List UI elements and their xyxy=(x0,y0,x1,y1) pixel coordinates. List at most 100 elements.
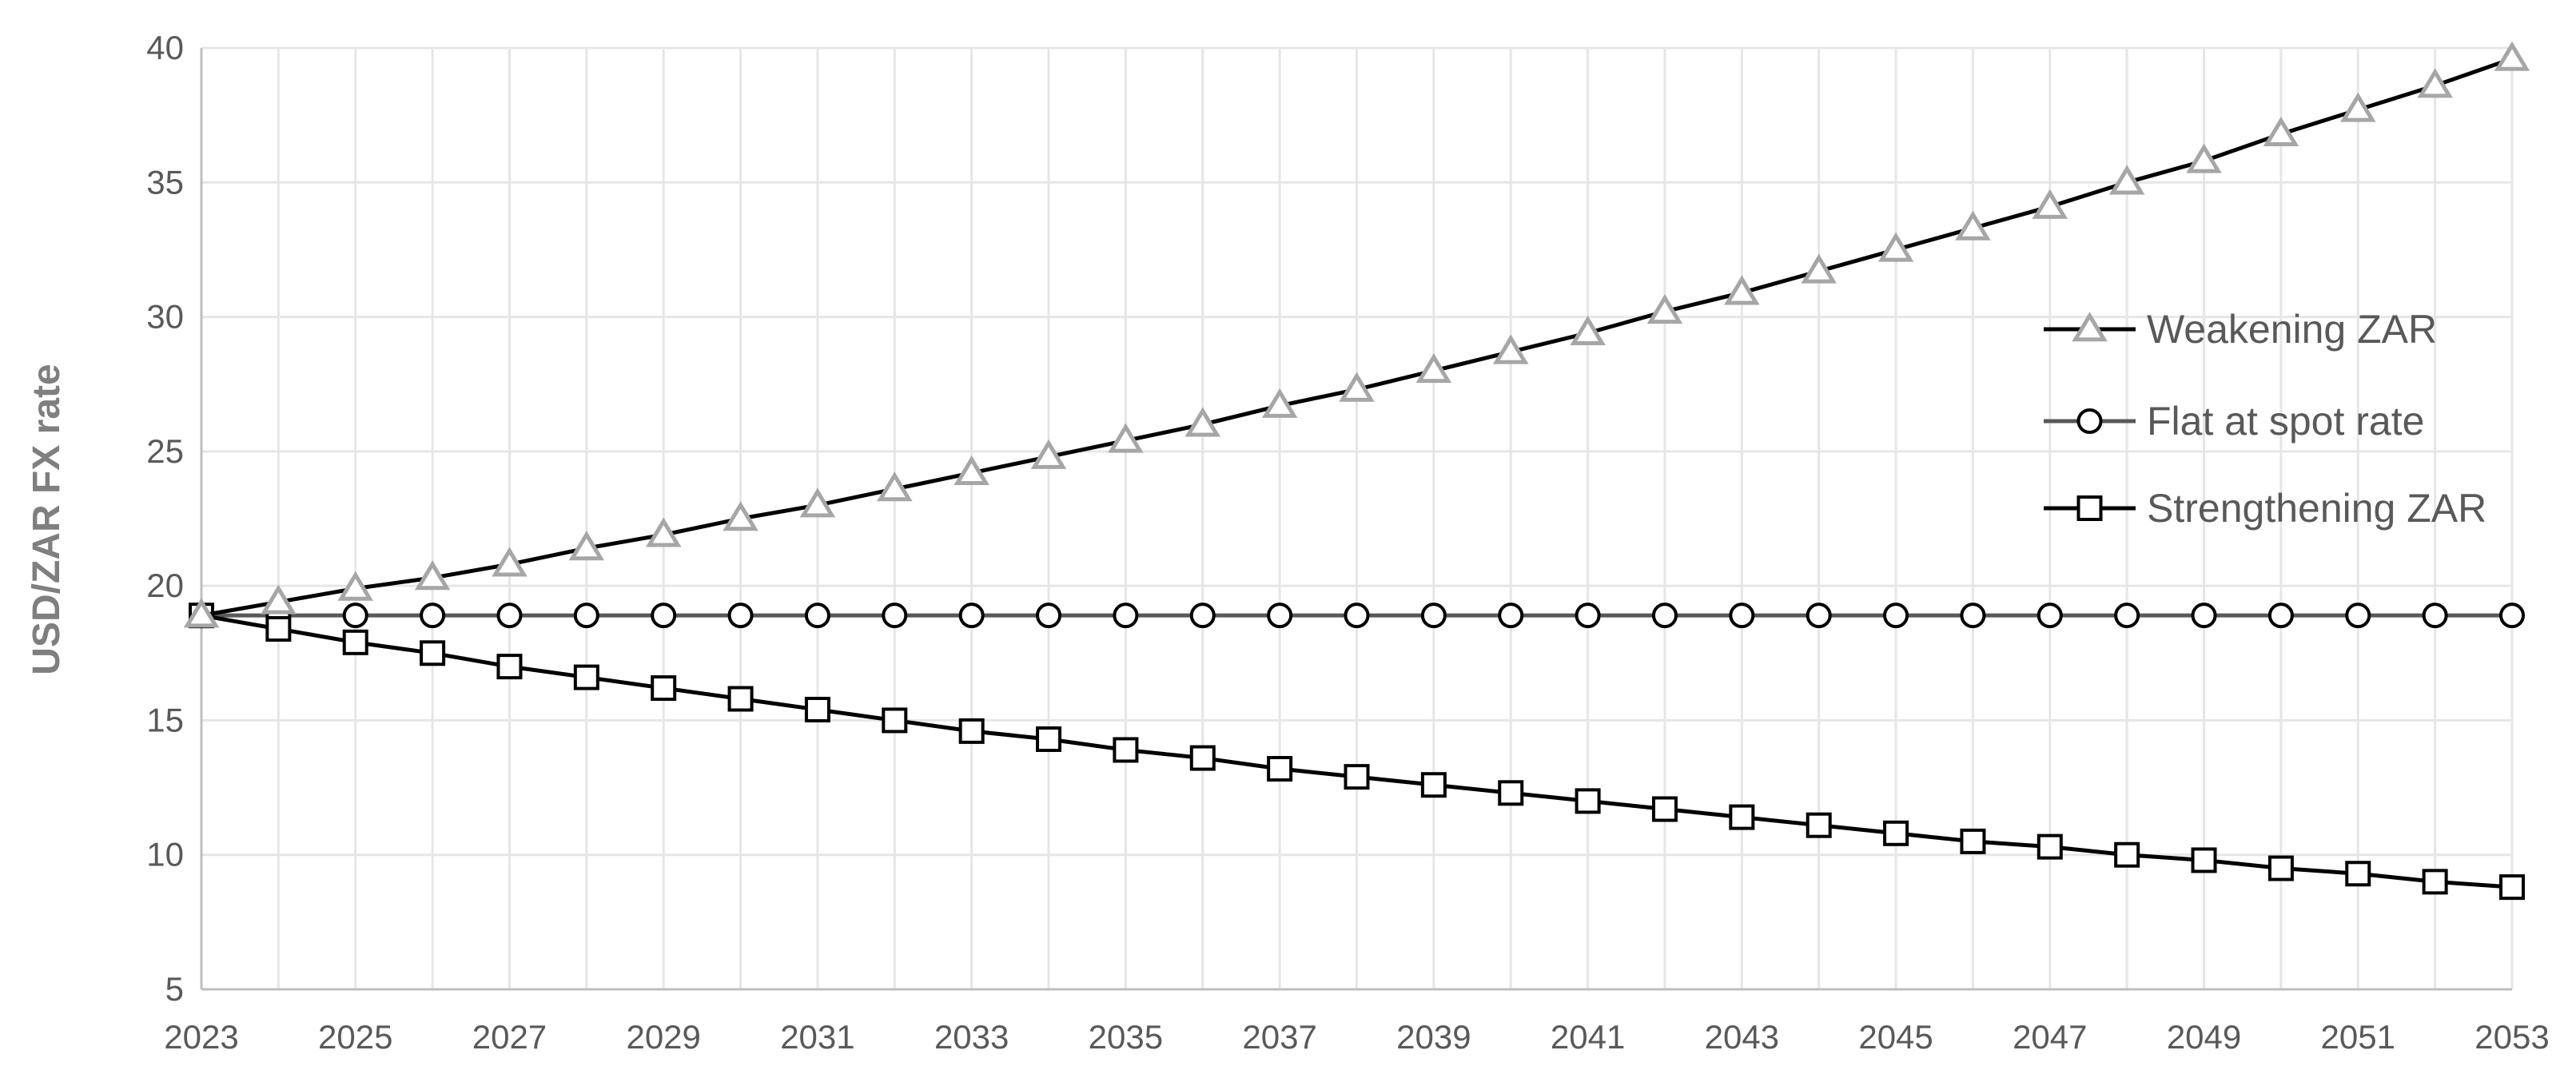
legend: Weakening ZAR Flat at spot rate Strengthen… xyxy=(2044,307,2486,531)
data-point xyxy=(2267,855,2294,881)
data-point xyxy=(1184,407,1221,437)
data-point xyxy=(1960,603,1986,629)
data-point xyxy=(2499,603,2525,629)
data-point xyxy=(2037,833,2063,860)
legend-marker xyxy=(2076,495,2103,521)
x-tick-label: 2025 xyxy=(318,1018,392,1056)
data-point xyxy=(1344,764,1370,790)
x-tick-label: 2039 xyxy=(1396,1018,1471,1056)
data-point xyxy=(420,640,446,666)
data-point xyxy=(877,471,913,502)
x-tick-label: 2029 xyxy=(626,1018,700,1056)
data-point xyxy=(2114,841,2140,868)
data-point xyxy=(1420,772,1447,798)
x-tick-label: 2033 xyxy=(934,1018,1009,1056)
data-point xyxy=(261,584,297,615)
data-point xyxy=(1267,756,1293,782)
data-point xyxy=(337,571,373,601)
y-tick-label: 10 xyxy=(146,836,184,873)
data-point xyxy=(342,629,368,655)
x-tick-label: 2035 xyxy=(1089,1018,1163,1056)
data-point xyxy=(496,654,523,680)
data-point xyxy=(2267,603,2294,629)
data-point xyxy=(1575,788,1601,814)
data-point xyxy=(1801,253,1837,284)
data-point xyxy=(1189,745,1216,771)
legend-label: Strengthening ZAR xyxy=(2147,486,2486,531)
data-point xyxy=(2345,861,2371,887)
data-point xyxy=(2191,603,2217,629)
data-point xyxy=(651,603,677,629)
data-point xyxy=(2340,92,2376,122)
data-point xyxy=(2191,847,2217,873)
x-tick-label: 2049 xyxy=(2167,1018,2241,1056)
data-point xyxy=(1806,812,1832,838)
x-tick-label: 2053 xyxy=(2474,1018,2549,1056)
x-tick-label: 2047 xyxy=(2013,1018,2087,1056)
data-point xyxy=(1729,804,1755,830)
data-point xyxy=(645,517,682,547)
data-point xyxy=(1498,603,1524,629)
data-point xyxy=(2422,603,2448,629)
data-point xyxy=(1646,293,1683,324)
data-point xyxy=(799,487,836,518)
data-point xyxy=(2422,869,2448,895)
x-tick-label: 2041 xyxy=(1551,1018,1625,1056)
data-point xyxy=(1960,828,1986,854)
data-point xyxy=(342,603,368,629)
legend-item: Weakening ZAR xyxy=(2044,307,2437,352)
y-tick-label: 35 xyxy=(146,163,184,201)
series-group xyxy=(183,41,2530,901)
x-tick-labels: 2023 2025 2027 2029 2031 2033 2035 2037 2039 2041… xyxy=(164,1018,2549,1056)
data-point xyxy=(1883,820,1909,846)
data-point xyxy=(958,718,985,744)
data-point xyxy=(727,686,754,712)
y-tick-labels: 5 10 15 20 25 30 35 40 xyxy=(146,29,184,1008)
data-point xyxy=(1344,603,1370,629)
data-point xyxy=(727,603,754,629)
x-tick-label: 2051 xyxy=(2321,1018,2395,1056)
data-point xyxy=(1724,275,1760,305)
data-point xyxy=(1108,423,1144,453)
x-tick-label: 2023 xyxy=(164,1018,238,1056)
data-point xyxy=(1498,780,1524,806)
data-point xyxy=(2417,68,2453,98)
data-point xyxy=(1113,737,1139,763)
data-point xyxy=(496,603,523,629)
data-point xyxy=(1415,353,1452,384)
y-tick-label: 30 xyxy=(146,298,184,336)
legend-marker xyxy=(2076,408,2103,434)
data-point xyxy=(804,696,830,722)
data-point xyxy=(1651,796,1678,822)
y-tick-label: 15 xyxy=(146,701,184,738)
data-point xyxy=(1651,603,1678,629)
y-tick-label: 20 xyxy=(146,567,184,604)
data-point xyxy=(2494,41,2530,71)
data-point xyxy=(1729,603,1755,629)
x-tick-label: 2031 xyxy=(780,1018,854,1056)
data-point xyxy=(1420,603,1447,629)
data-point xyxy=(2186,143,2222,173)
data-point xyxy=(2499,874,2525,901)
data-point xyxy=(1030,439,1067,469)
data-point xyxy=(1575,603,1601,629)
data-point xyxy=(1113,603,1139,629)
series-triangle xyxy=(183,41,2530,628)
data-point xyxy=(804,603,830,629)
data-point xyxy=(420,603,446,629)
data-point xyxy=(1492,334,1529,364)
data-point xyxy=(1570,315,1606,346)
data-point xyxy=(1261,388,1298,418)
data-point xyxy=(1955,210,1991,241)
data-point xyxy=(2037,603,2063,629)
data-point xyxy=(2114,603,2140,629)
series-circle xyxy=(189,603,2525,629)
data-point xyxy=(958,603,985,629)
legend-item: Flat at spot rate xyxy=(2044,399,2424,444)
data-point xyxy=(651,675,677,702)
data-point xyxy=(1036,603,1062,629)
y-tick-label: 25 xyxy=(146,432,184,470)
y-tick-label: 5 xyxy=(165,970,184,1008)
